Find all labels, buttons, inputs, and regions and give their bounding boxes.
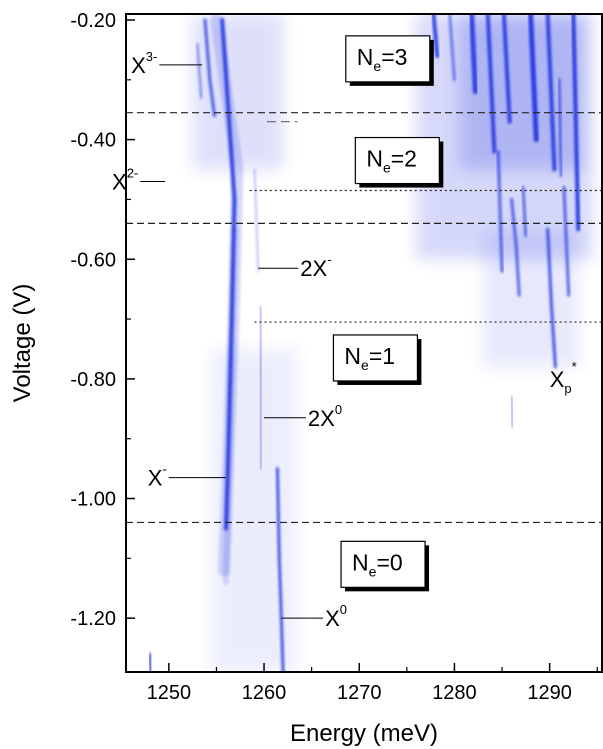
xp-line-3 bbox=[562, 186, 571, 297]
two-x0-line bbox=[259, 306, 263, 470]
mid-line-3 bbox=[557, 78, 563, 177]
top-line-1 bbox=[431, 14, 440, 58]
mid-line-2 bbox=[521, 186, 528, 237]
spectral-data-layer bbox=[148, 14, 593, 672]
y-tick-label: -0.40 bbox=[70, 130, 116, 152]
annotation-2x0: 2X0 bbox=[308, 402, 342, 431]
mid-line-1 bbox=[496, 150, 504, 273]
top-right-haze-core bbox=[459, 14, 583, 170]
x-tick-label: 1290 bbox=[527, 682, 572, 704]
y-axis-title: Voltage (V) bbox=[9, 284, 36, 403]
y-tick-label: -0.60 bbox=[70, 249, 116, 271]
top-line-2 bbox=[469, 14, 478, 95]
annotation-layer: X3- X2- 2X- 2X0 X- X0 Xp* Ne=3 Ne=2 Ne=1 Ne=0 bbox=[112, 35, 577, 631]
annotation-x0: X0 bbox=[325, 602, 347, 631]
region-ne3: Ne=3 bbox=[345, 35, 434, 86]
x-axis-title: Energy (meV) bbox=[290, 720, 438, 747]
svg-text:Ne=0: Ne=0 bbox=[352, 549, 403, 579]
x2-minus-line bbox=[203, 18, 216, 118]
plot-frame bbox=[125, 13, 603, 673]
axes-layer: 1250 1260 1270 1280 1290 -0.20 -0.40 -0.60 -0.80… bbox=[70, 10, 598, 704]
lower-spot bbox=[510, 395, 514, 428]
xp-line-1 bbox=[546, 227, 557, 369]
annotation-2x-minus: 2X- bbox=[300, 252, 331, 281]
x0-line bbox=[275, 467, 285, 672]
top-line-4 bbox=[501, 14, 512, 124]
x-minus-tail bbox=[223, 226, 239, 586]
x-tick-label: 1250 bbox=[147, 682, 192, 704]
svg-text:Ne=1: Ne=1 bbox=[344, 343, 395, 373]
svg-text:Ne=3: Ne=3 bbox=[357, 44, 408, 74]
x3-minus-line bbox=[196, 42, 203, 99]
bottom-left-spot bbox=[148, 652, 153, 672]
top-line-8 bbox=[448, 14, 456, 82]
region-ne1: Ne=1 bbox=[332, 334, 422, 385]
top-line-5 bbox=[528, 14, 539, 143]
y-tick-label: -0.20 bbox=[70, 10, 116, 32]
y-tick-label: -0.80 bbox=[70, 369, 116, 391]
annotation-x2-minus: X2- bbox=[112, 165, 138, 194]
x-tick-label: 1260 bbox=[242, 682, 287, 704]
svg-text:Ne=2: Ne=2 bbox=[366, 146, 417, 176]
top-line-6 bbox=[545, 14, 557, 172]
mid-right-haze bbox=[483, 229, 579, 367]
region-ne2: Ne=2 bbox=[354, 136, 444, 188]
annotation-x-minus: X- bbox=[148, 462, 167, 491]
top-line-7 bbox=[571, 14, 581, 232]
region-separator-layer bbox=[126, 112, 602, 524]
y-tick-label: -1.20 bbox=[70, 608, 116, 630]
y-tick-label: -1.00 bbox=[70, 489, 116, 511]
x-tick-label: 1270 bbox=[337, 682, 382, 704]
top-line-3 bbox=[485, 14, 497, 154]
faint-left-line bbox=[253, 168, 260, 273]
annotation-xp-star: Xp* bbox=[550, 359, 577, 396]
annotation-x3-minus: X3- bbox=[131, 49, 157, 78]
region-ne0: Ne=0 bbox=[340, 540, 430, 592]
x-tick-label: 1280 bbox=[432, 682, 477, 704]
xp-line-2 bbox=[510, 197, 521, 297]
